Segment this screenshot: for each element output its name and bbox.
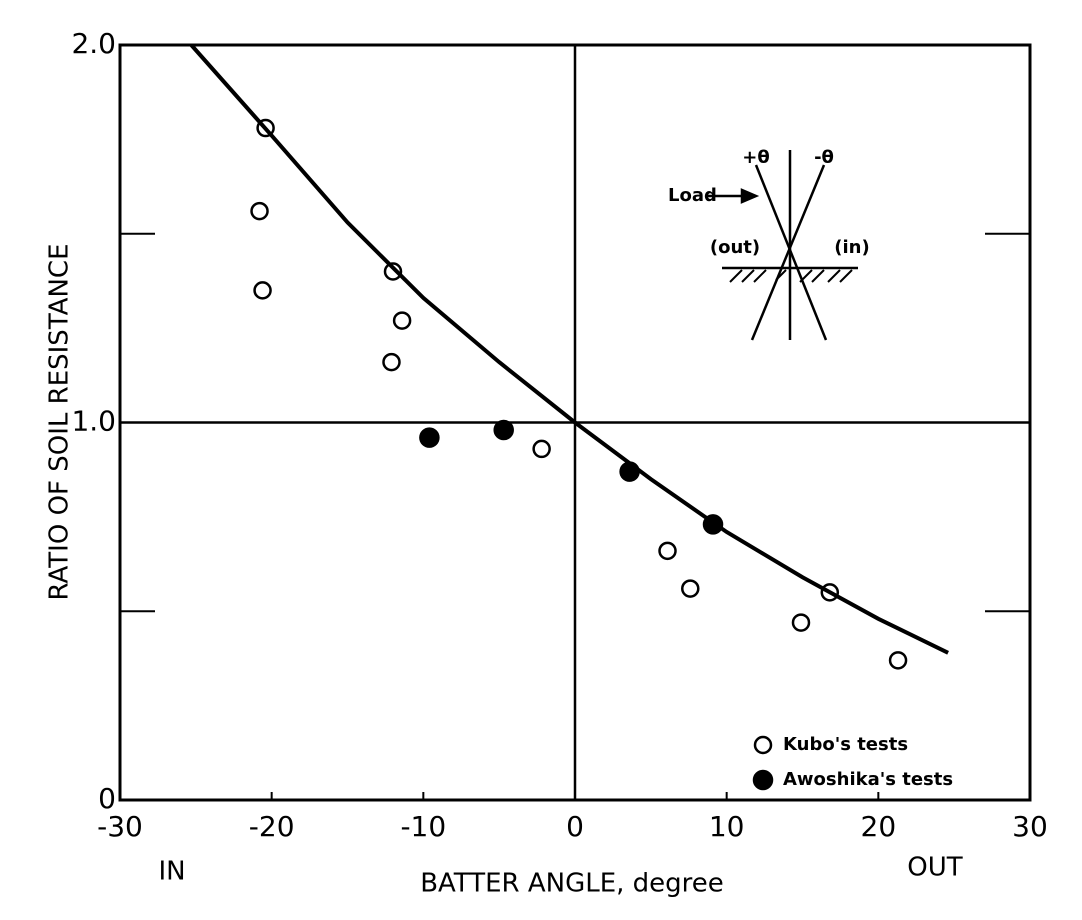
legend-label: Awoshika's tests bbox=[783, 769, 953, 790]
inset-diagram bbox=[708, 150, 858, 341]
data-point bbox=[658, 541, 677, 561]
annotation: IN bbox=[158, 857, 185, 887]
annotation: OUT bbox=[907, 853, 962, 883]
hatching bbox=[729, 269, 853, 283]
x-tick-label: -20 bbox=[249, 810, 295, 843]
pile bbox=[750, 164, 826, 341]
data-point bbox=[250, 201, 269, 221]
data-point bbox=[791, 613, 811, 632]
inset-label: Load bbox=[668, 185, 717, 206]
legend-label: Kubo's tests bbox=[783, 734, 908, 755]
fit-curve bbox=[189, 43, 949, 655]
data-point bbox=[383, 262, 403, 281]
y-tick-label: 1.0 bbox=[71, 405, 116, 438]
legend-marker bbox=[752, 769, 774, 791]
data-point bbox=[392, 311, 412, 330]
y-tick-label: 0 bbox=[98, 782, 116, 815]
x-tick-label: 0 bbox=[566, 810, 584, 843]
x-tick-label: -30 bbox=[97, 810, 143, 843]
x-tick-label: 20 bbox=[861, 810, 897, 843]
data-point bbox=[532, 439, 551, 459]
pile bbox=[754, 164, 828, 341]
data-point bbox=[419, 427, 440, 448]
x-axis-label: BATTER ANGLE, degree bbox=[420, 869, 724, 899]
inset-label: (out) bbox=[710, 237, 760, 258]
y-tick-label: 2.0 bbox=[71, 27, 116, 60]
inset-label: +θ bbox=[742, 147, 769, 168]
data-point bbox=[681, 579, 700, 598]
x-tick-label: 10 bbox=[709, 810, 745, 843]
arrow-head bbox=[740, 188, 760, 204]
x-tick-label: -10 bbox=[400, 810, 446, 843]
data-point bbox=[253, 281, 272, 300]
data-point bbox=[382, 352, 401, 372]
y-axis-label: RATIO OF SOIL RESISTANCE bbox=[45, 244, 75, 601]
x-tick-label: 30 bbox=[1012, 810, 1048, 843]
data-point bbox=[888, 651, 908, 670]
legend-marker bbox=[753, 735, 773, 755]
inset-label: (in) bbox=[834, 237, 869, 258]
data-point bbox=[493, 419, 514, 441]
inset-label: -θ bbox=[814, 147, 834, 168]
